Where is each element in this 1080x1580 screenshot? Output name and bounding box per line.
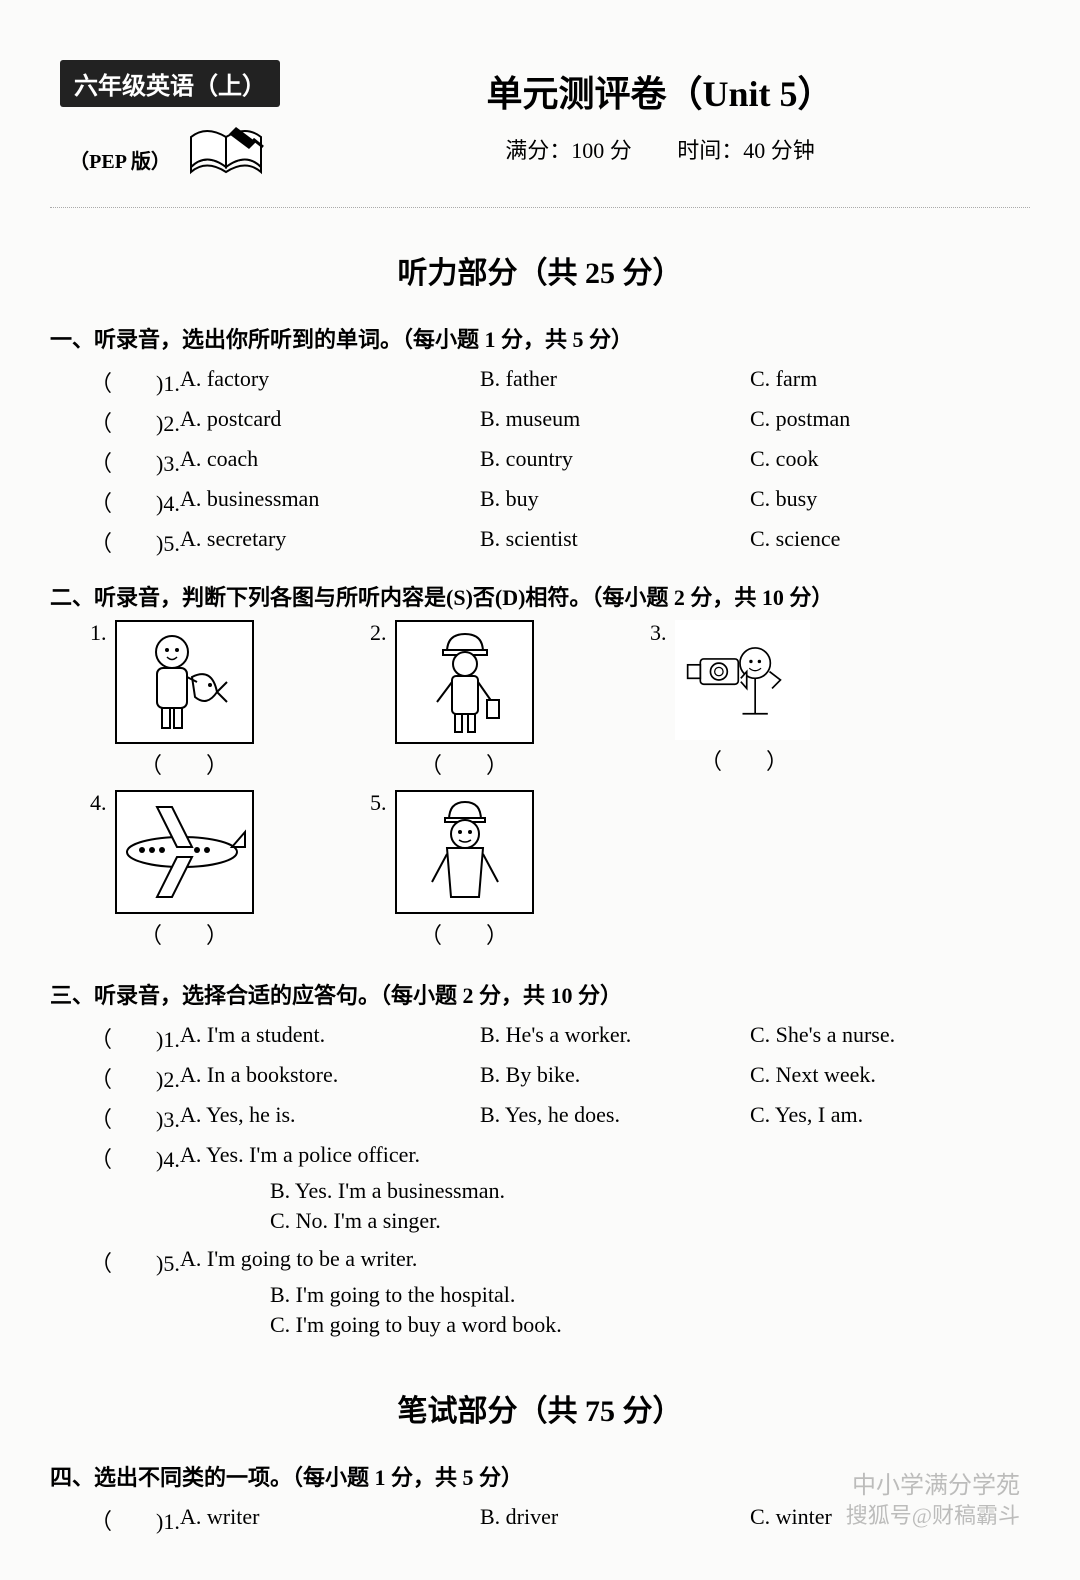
section3-questions: （ )1. A. I'm a student. B. He's a worker… bbox=[50, 1018, 1030, 1346]
option-a: A. Yes. I'm a police officer. bbox=[180, 1142, 420, 1174]
answer-bracket[interactable]: （ )1. bbox=[90, 1504, 180, 1536]
picture-item: 4. （ ） bbox=[90, 790, 370, 950]
answer-bracket[interactable]: （ )1. bbox=[90, 366, 180, 398]
answer-blank[interactable]: （ ） bbox=[370, 748, 650, 780]
paper-title: 单元测评卷（Unit 5） bbox=[290, 65, 1030, 117]
option-a: A. writer bbox=[180, 1504, 480, 1536]
question-row: （ )1. A. factory B. father C. farm bbox=[50, 362, 1030, 402]
option-c: C. Next week. bbox=[750, 1062, 1030, 1094]
picture-cameraman-icon bbox=[675, 620, 810, 740]
option-a: A. I'm going to be a writer. bbox=[180, 1246, 417, 1278]
question-row: （ )3. A. Yes, he is. B. Yes, he does. C.… bbox=[50, 1098, 1030, 1138]
option-c: C. postman bbox=[750, 406, 1030, 438]
option-c: C. Yes, I am. bbox=[750, 1102, 1030, 1134]
pic-number: 3. bbox=[650, 620, 667, 646]
answer-bracket[interactable]: （ )5. bbox=[90, 526, 180, 558]
picture-worker-icon bbox=[395, 620, 534, 744]
option-c: C. busy bbox=[750, 486, 1030, 518]
picture-item: 1. （ ） bbox=[90, 620, 370, 780]
full-marks: 满分：100 分 bbox=[505, 138, 632, 163]
pic-number: 4. bbox=[90, 790, 107, 816]
option-c: C. farm bbox=[750, 366, 1030, 398]
time-limit: 时间：40 分钟 bbox=[677, 138, 815, 163]
option-c: C. No. I'm a singer. bbox=[90, 1208, 1030, 1234]
option-a: A. coach bbox=[180, 446, 480, 478]
option-c: C. She's a nurse. bbox=[750, 1022, 1030, 1054]
header-right: 单元测评卷（Unit 5） 满分：100 分 时间：40 分钟 bbox=[290, 60, 1030, 165]
option-a: A. I'm a student. bbox=[180, 1022, 480, 1054]
answer-bracket[interactable]: （ )1. bbox=[90, 1022, 180, 1054]
section1-questions: （ )1. A. factory B. father C. farm （ )2.… bbox=[50, 362, 1030, 562]
listening-section-title: 听力部分（共 25 分） bbox=[50, 248, 1030, 292]
question-row: （ )1. A. I'm a student. B. He's a worker… bbox=[50, 1018, 1030, 1058]
picture-item: 5. （ ） bbox=[370, 790, 650, 950]
option-b: B. scientist bbox=[480, 526, 750, 558]
answer-blank[interactable]: （ ） bbox=[90, 748, 370, 780]
option-a: A. secretary bbox=[180, 526, 480, 558]
question-row: （ )2. A. In a bookstore. B. By bike. C. … bbox=[50, 1058, 1030, 1098]
question-row: （ )5. A. secretary B. scientist C. scien… bbox=[50, 522, 1030, 562]
paper-subinfo: 满分：100 分 时间：40 分钟 bbox=[290, 133, 1030, 165]
answer-bracket[interactable]: （ )5. bbox=[90, 1246, 180, 1278]
option-c: C. I'm going to buy a word book. bbox=[90, 1312, 1030, 1338]
option-b: B. buy bbox=[480, 486, 750, 518]
header-left: 六年级英语（上） （PEP 版） bbox=[50, 60, 290, 187]
option-b: B. I'm going to the hospital. bbox=[90, 1282, 1030, 1308]
answer-blank[interactable]: （ ） bbox=[370, 918, 650, 950]
edition-label: （PEP 版） bbox=[69, 145, 171, 174]
answer-blank[interactable]: （ ） bbox=[90, 918, 370, 950]
option-b: B. driver bbox=[480, 1504, 750, 1536]
option-b: B. Yes, he does. bbox=[480, 1102, 750, 1134]
grade-badge: 六年级英语（上） bbox=[60, 60, 280, 107]
picture-item: 2. （ ） bbox=[370, 620, 650, 780]
section2-pictures: 1. （ ） 2. bbox=[50, 620, 1030, 960]
answer-bracket[interactable]: （ )3. bbox=[90, 1102, 180, 1134]
pic-number: 5. bbox=[370, 790, 387, 816]
option-a: A. postcard bbox=[180, 406, 480, 438]
question-block: （ )4. A. Yes. I'm a police officer. B. Y… bbox=[50, 1138, 1030, 1242]
option-a: A. Yes, he is. bbox=[180, 1102, 480, 1134]
header: 六年级英语（上） （PEP 版） 单元测评卷（Unit 5） bbox=[50, 60, 1030, 208]
option-a: A. In a bookstore. bbox=[180, 1062, 480, 1094]
picture-item: 3. （ ） bbox=[650, 620, 970, 780]
option-b: B. He's a worker. bbox=[480, 1022, 750, 1054]
option-b: B. By bike. bbox=[480, 1062, 750, 1094]
pic-number: 2. bbox=[370, 620, 387, 646]
test-paper-page: 六年级英语（上） （PEP 版） 单元测评卷（Unit 5） bbox=[0, 0, 1080, 1580]
picture-person-helmet-icon bbox=[395, 790, 534, 914]
picture-airplane-icon bbox=[115, 790, 254, 914]
answer-bracket[interactable]: （ )2. bbox=[90, 406, 180, 438]
answer-bracket[interactable]: （ )2. bbox=[90, 1062, 180, 1094]
section3-instruction: 三、听录音，选择合适的应答句。（每小题 2 分，共 10 分） bbox=[50, 978, 1030, 1010]
option-b: B. Yes. I'm a businessman. bbox=[90, 1178, 1030, 1204]
option-a: A. businessman bbox=[180, 486, 480, 518]
answer-bracket[interactable]: （ )4. bbox=[90, 486, 180, 518]
answer-blank[interactable]: （ ） bbox=[650, 744, 970, 776]
option-b: B. museum bbox=[480, 406, 750, 438]
question-row: （ )4. A. businessman B. buy C. busy bbox=[50, 482, 1030, 522]
option-b: B. father bbox=[480, 366, 750, 398]
watermark-sohu: 搜狐号@财稿霸斗 bbox=[846, 1498, 1020, 1530]
question-row: （ )2. A. postcard B. museum C. postman bbox=[50, 402, 1030, 442]
watermark-school: 中小学满分学苑 bbox=[852, 1465, 1020, 1500]
section1-instruction: 一、听录音，选出你所听到的单词。（每小题 1 分，共 5 分） bbox=[50, 322, 1030, 354]
option-c: C. science bbox=[750, 526, 1030, 558]
option-a: A. factory bbox=[180, 366, 480, 398]
option-b: B. country bbox=[480, 446, 750, 478]
picture-fisherman-icon bbox=[115, 620, 254, 744]
option-c: C. cook bbox=[750, 446, 1030, 478]
book-pen-icon bbox=[181, 117, 271, 187]
answer-bracket[interactable]: （ )3. bbox=[90, 446, 180, 478]
written-section-title: 笔试部分（共 75 分） bbox=[50, 1386, 1030, 1430]
answer-bracket[interactable]: （ )4. bbox=[90, 1142, 180, 1174]
pic-number: 1. bbox=[90, 620, 107, 646]
section2-instruction: 二、听录音，判断下列各图与所听内容是(S)否(D)相符。（每小题 2 分，共 1… bbox=[50, 580, 1030, 612]
question-block: （ )5. A. I'm going to be a writer. B. I'… bbox=[50, 1242, 1030, 1346]
question-row: （ )3. A. coach B. country C. cook bbox=[50, 442, 1030, 482]
